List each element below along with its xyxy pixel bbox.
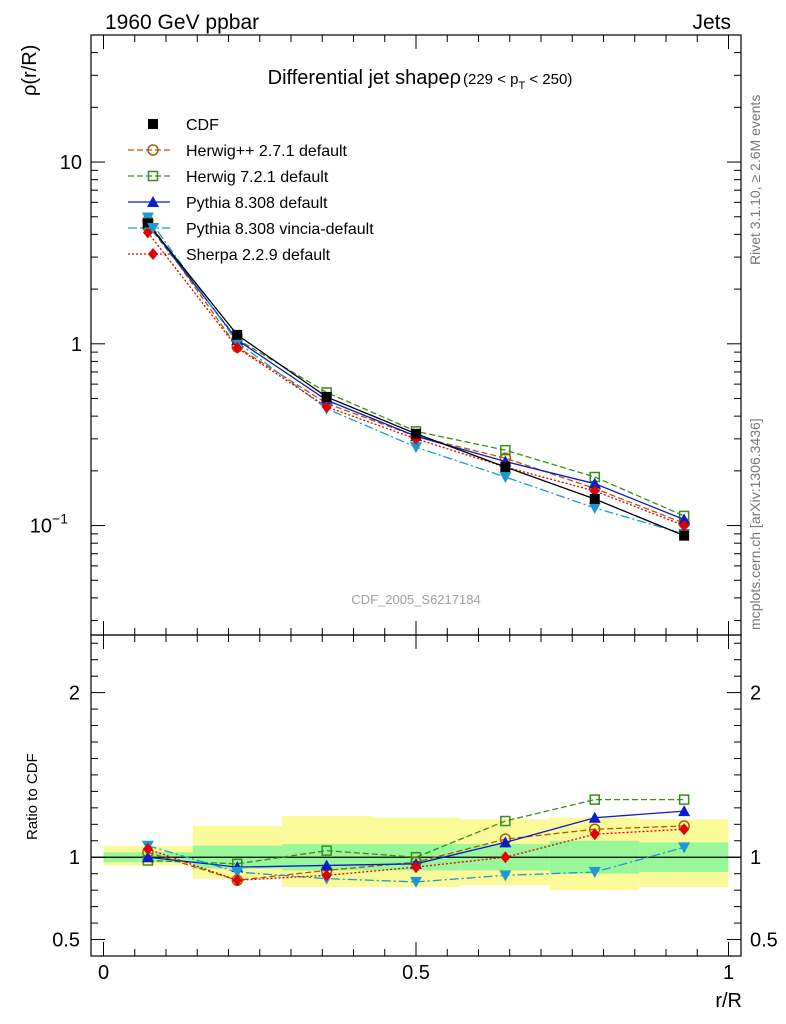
legend-label-vincia: Pythia 8.308 vincia-default — [186, 221, 374, 238]
rivet-version-label: Rivet 3.1.10, ≥ 2.6M events — [747, 95, 763, 265]
ratio-y-tick-label-left: 0.5 — [52, 930, 80, 952]
ratio-point-pythia — [678, 805, 691, 817]
main-point-sherpa — [321, 400, 332, 413]
main-point-pythia — [678, 513, 691, 525]
main-point-sherpa — [589, 484, 600, 497]
ratio-y-tick-label-right: 0.5 — [750, 930, 778, 952]
legend-marker-vincia — [147, 223, 159, 234]
ratio-point-vincia — [588, 867, 601, 879]
legend: CDF Herwig++ 2.7.1 default Herwig 7.2.1 de… — [128, 117, 374, 264]
main-point-cdf — [589, 494, 600, 505]
ratio-point-vincia — [678, 842, 691, 854]
ratio-point-vincia — [499, 870, 512, 882]
legend-label-herwig7: Herwig 7.2.1 default — [186, 169, 329, 186]
main-point-vincia — [499, 472, 512, 484]
x-axis-label: r/R — [715, 990, 742, 1012]
header-energy: 1960 GeV ppbar — [105, 11, 259, 34]
ratio-point-sherpa — [232, 874, 243, 887]
ratio-point-sherpa — [142, 843, 153, 855]
ratio-point-herwig7 — [678, 794, 690, 805]
main-point-vincia — [141, 212, 154, 224]
main-point-sherpa — [679, 519, 690, 532]
main-point-cdf — [232, 329, 243, 340]
main-y-tick-label: 10−1 — [30, 511, 68, 538]
legend-label-sherpa: Sherpa 2.2.9 default — [186, 247, 331, 264]
main-y-tick-label: 1 — [71, 334, 82, 356]
main-y-tick-label: 10 — [60, 152, 82, 174]
main-point-cdf — [679, 530, 690, 541]
x-tick-label: 1 — [723, 962, 734, 984]
watermark: CDF_2005_S6217184 — [351, 592, 480, 607]
ratio-point-pythia — [499, 836, 512, 848]
ratio-point-sherpa — [679, 823, 690, 836]
legend-marker-pythia — [147, 196, 159, 207]
ratio-y-tick-label-right: 2 — [750, 683, 761, 705]
main-point-cdf — [500, 462, 511, 473]
mcplots-label: mcplots.cern.ch [arXiv:1306.3436] — [747, 418, 763, 630]
ratio-y-tick-label-right: 1 — [750, 847, 761, 869]
main-plot-marks — [141, 212, 691, 541]
main-line-pythia — [147, 222, 685, 521]
legend-marker-herwig7 — [147, 170, 159, 182]
ratio-point-sherpa — [321, 869, 332, 882]
ratio-plot-frame — [90, 634, 742, 957]
main-y-axis-label: ρ(r/R) — [19, 45, 41, 96]
ratio-plot-marks — [141, 794, 691, 888]
ratio-point-herwig7 — [500, 815, 511, 827]
header-process: Jets — [692, 11, 731, 34]
ratio-y-axis-label: Ratio to CDF — [24, 753, 41, 840]
main-point-cdf — [411, 428, 421, 439]
ratio-point-herwig7 — [589, 794, 600, 805]
ratio-point-pythia — [588, 811, 601, 823]
ratio-point-vincia — [231, 867, 244, 879]
legend-label-herwigpp: Herwig++ 2.7.1 default — [186, 143, 348, 160]
ratio-point-herwig7 — [321, 845, 332, 856]
main-line-cdf — [147, 222, 685, 537]
x-tick-label: 0.5 — [402, 962, 430, 984]
ratio-point-pythia — [320, 859, 333, 871]
ratio-point-pythia — [141, 851, 154, 863]
main-panel: 10−1 1 10 Differential jet shapeρ (229 < pT… — [19, 34, 742, 636]
main-point-cdf — [321, 391, 332, 402]
ratio-point-sherpa — [500, 851, 511, 864]
legend-label-cdf: CDF — [186, 117, 219, 134]
main-point-vincia — [410, 442, 422, 454]
main-title: Differential jet shapeρ (229 < pT < 250) — [268, 67, 573, 92]
ratio-point-vincia — [410, 876, 422, 888]
main-point-sherpa — [142, 226, 153, 239]
main-point-sherpa — [232, 341, 243, 354]
main-point-pythia — [588, 477, 601, 489]
main-point-vincia — [588, 502, 601, 514]
legend-marker-sherpa — [148, 248, 158, 260]
main-line-herwigpp — [147, 220, 685, 524]
ratio-panel: 0.5 0.5 1 1 2 2 0 0.5 1 Ratio to CDF r/R — [24, 634, 778, 1012]
legend-marker-herwigpp — [147, 144, 159, 156]
ratio-point-sherpa — [411, 861, 421, 874]
ratio-y-tick-label-left: 1 — [69, 847, 80, 869]
legend-marker-cdf — [148, 119, 158, 129]
x-tick-label: 0 — [98, 962, 109, 984]
main-line-vincia — [147, 217, 685, 535]
main-axes: 10−1 1 10 — [30, 34, 741, 635]
ratio-point-sherpa — [589, 828, 600, 841]
main-line-herwig7 — [147, 224, 685, 517]
main-point-herwig7 — [500, 444, 511, 456]
ratio-axes: 0.5 0.5 1 1 2 2 0 0.5 1 — [52, 635, 778, 984]
ratio-y-tick-label-left: 2 — [69, 683, 80, 705]
legend-label-pythia: Pythia 8.308 default — [186, 195, 328, 212]
